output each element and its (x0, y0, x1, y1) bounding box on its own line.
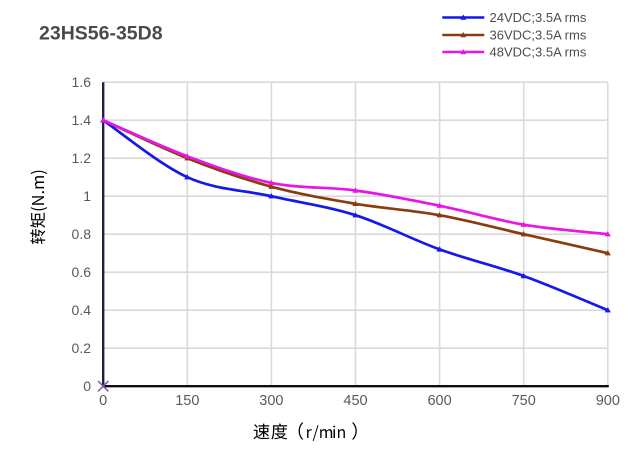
svg-text:0.4: 0.4 (72, 302, 92, 318)
svg-text:300: 300 (259, 393, 283, 409)
svg-text:1.4: 1.4 (72, 112, 92, 128)
svg-text:150: 150 (175, 393, 199, 409)
svg-text:48VDC;3.5A rms: 48VDC;3.5A rms (490, 45, 587, 60)
svg-text:1: 1 (83, 188, 91, 204)
svg-text:750: 750 (512, 393, 536, 409)
svg-text:0: 0 (83, 378, 91, 394)
svg-text:24VDC;3.5A rms: 24VDC;3.5A rms (490, 10, 587, 25)
svg-text:0.6: 0.6 (72, 264, 92, 280)
svg-text:36VDC;3.5A rms: 36VDC;3.5A rms (490, 28, 587, 43)
svg-text:0: 0 (99, 393, 107, 409)
svg-text:900: 900 (596, 393, 620, 409)
svg-text:450: 450 (343, 393, 367, 409)
svg-text:0.8: 0.8 (72, 226, 92, 242)
svg-text:0.2: 0.2 (72, 340, 92, 356)
svg-text:23HS56-35D8: 23HS56-35D8 (39, 23, 163, 45)
svg-text:1.2: 1.2 (72, 150, 92, 166)
svg-text:600: 600 (427, 393, 451, 409)
svg-text:1.6: 1.6 (72, 74, 92, 90)
